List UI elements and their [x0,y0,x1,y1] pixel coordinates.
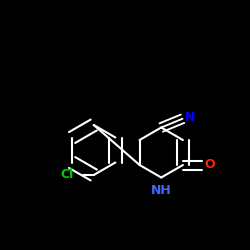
Text: Cl: Cl [60,168,74,181]
Text: O: O [204,158,215,172]
Text: NH: NH [151,184,172,197]
Text: N: N [185,111,196,124]
